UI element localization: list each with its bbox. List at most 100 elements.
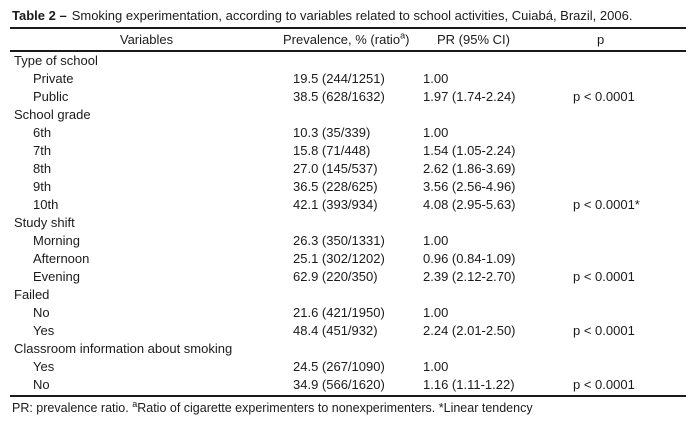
pr-value <box>413 52 563 70</box>
pr-value: 1.00 <box>423 125 449 140</box>
row-label: 8th <box>33 161 52 176</box>
prevalence-value: 62.9 (220/350) <box>293 269 378 284</box>
table-row-group: Study shift <box>10 214 686 232</box>
prevalence-value <box>283 340 413 358</box>
pr-value: 2.24 (2.01-2.50) <box>423 323 516 338</box>
table-row-item: No 34.9 (566/1620) 1.16 (1.11-1.22) p < 0.0… <box>10 376 686 394</box>
prevalence-value: 34.9 (566/1620) <box>293 377 385 392</box>
prevalence-value: 21.6 (421/1950) <box>293 305 385 320</box>
prevalence-value: 26.3 (350/1331) <box>293 233 385 248</box>
row-label: Failed <box>14 287 50 302</box>
row-label: Yes <box>33 323 55 338</box>
prevalence-value <box>283 214 413 232</box>
p-value <box>563 124 686 142</box>
pr-value: 0.96 (0.84-1.09) <box>423 251 516 266</box>
prevalence-value: 36.5 (228/625) <box>293 179 378 194</box>
p-value <box>563 286 686 304</box>
p-value <box>563 178 686 196</box>
p-value: p < 0.0001 <box>573 323 635 338</box>
column-header-p: p <box>597 32 605 47</box>
prevalence-value: 19.5 (244/1251) <box>293 71 385 86</box>
table-row-item: 7th 15.8 (71/448) 1.54 (1.05-2.24) <box>10 142 686 160</box>
row-label: Yes <box>33 359 55 374</box>
prevalence-value: 24.5 (267/1090) <box>293 359 385 374</box>
row-label: 7th <box>33 143 52 158</box>
table-row-item: Afternoon 25.1 (302/1202) 0.96 (0.84-1.09) <box>10 250 686 268</box>
p-value: p < 0.0001 <box>573 269 635 284</box>
table-row-item: 9th 36.5 (228/625) 3.56 (2.56-4.96) <box>10 178 686 196</box>
pr-value: 2.39 (2.12-2.70) <box>423 269 516 284</box>
prevalence-value: 27.0 (145/537) <box>293 161 378 176</box>
pr-value <box>413 286 563 304</box>
p-value <box>563 358 686 376</box>
prevalence-value <box>283 52 413 70</box>
row-label: Study shift <box>14 215 75 230</box>
prevalence-value: 42.1 (393/934) <box>293 197 378 212</box>
table-row-group: Type of school <box>10 52 686 70</box>
table-row-item: Yes 24.5 (267/1090) 1.00 <box>10 358 686 376</box>
pr-value: 1.16 (1.11-1.22) <box>423 377 515 392</box>
p-value <box>563 340 686 358</box>
prevalence-value: 38.5 (628/1632) <box>293 89 385 104</box>
table-header-row: Variables Prevalence, % (ratioa) PR (95%… <box>10 29 686 52</box>
p-value <box>563 70 686 88</box>
column-header-variables: Variables <box>119 32 174 47</box>
table-row-group: School grade <box>10 106 686 124</box>
p-value <box>563 232 686 250</box>
p-value <box>563 142 686 160</box>
row-label: Afternoon <box>33 251 90 266</box>
row-label: 10th <box>33 197 59 212</box>
table-row-item: No 21.6 (421/1950) 1.00 <box>10 304 686 322</box>
prevalence-value: 10.3 (35/339) <box>293 125 371 140</box>
prevalence-value <box>283 286 413 304</box>
p-value <box>563 214 686 232</box>
footnote-superscript-a: a <box>132 398 138 409</box>
prevalence-value: 48.4 (451/932) <box>293 323 378 338</box>
row-label: Evening <box>33 269 80 284</box>
table-row-group: Classroom information about smoking <box>10 340 686 358</box>
pr-value: 1.54 (1.05-2.24) <box>423 143 516 158</box>
prevalence-value <box>283 106 413 124</box>
footer-rule <box>10 395 686 397</box>
row-label: Type of school <box>14 53 98 68</box>
table-row-item: Private 19.5 (244/1251) 1.00 <box>10 70 686 88</box>
column-header-pr: PR (95% CI) <box>437 32 510 47</box>
table-footnote: PR: prevalence ratio. aRatio of cigarett… <box>12 398 533 415</box>
prevalence-value: 25.1 (302/1202) <box>293 251 385 266</box>
pr-value: 1.00 <box>423 233 449 248</box>
row-label: Private <box>33 71 74 86</box>
p-value <box>563 52 686 70</box>
pr-value: 1.97 (1.74-2.24) <box>423 89 516 104</box>
p-value: p < 0.0001 <box>573 377 635 392</box>
row-label: No <box>33 305 50 320</box>
table-title-text: Smoking experimentation, according to va… <box>71 8 633 23</box>
pr-value: 1.00 <box>423 305 449 320</box>
column-header-prevalence: Prevalence, % (ratioa) <box>283 30 410 47</box>
row-label: Morning <box>33 233 80 248</box>
pr-value <box>413 340 563 358</box>
pr-value: 4.08 (2.95-5.63) <box>423 197 516 212</box>
table-row-item: Public 38.5 (628/1632) 1.97 (1.74-2.24) p <… <box>10 88 686 106</box>
p-value <box>563 250 686 268</box>
row-label: No <box>33 377 50 392</box>
row-label: Classroom information about smoking <box>14 341 233 356</box>
row-label: Public <box>33 89 69 104</box>
pr-value: 1.00 <box>423 71 449 86</box>
pr-value <box>413 106 563 124</box>
table-row-item: 8th 27.0 (145/537) 2.62 (1.86-3.69) <box>10 160 686 178</box>
p-value: p < 0.0001 <box>573 89 635 104</box>
row-label: School grade <box>14 107 91 122</box>
table-row-item: Yes 48.4 (451/932) 2.24 (2.01-2.50) p < 0.0… <box>10 322 686 340</box>
table-row-item: Morning 26.3 (350/1331) 1.00 <box>10 232 686 250</box>
pr-value <box>413 214 563 232</box>
table-container: Table 2 – Smoking experimentation, accord… <box>10 0 686 416</box>
pr-value: 3.56 (2.56-4.96) <box>423 179 516 194</box>
table-number-label: Table 2 – <box>12 8 67 23</box>
p-value: p < 0.0001* <box>573 197 640 212</box>
superscript-a: a <box>400 30 406 41</box>
table-row-item: 10th 42.1 (393/934) 4.08 (2.95-5.63) p < 0.… <box>10 196 686 214</box>
p-value <box>563 106 686 124</box>
table-row-item: Evening 62.9 (220/350) 2.39 (2.12-2.70) p <… <box>10 268 686 286</box>
p-value <box>563 304 686 322</box>
